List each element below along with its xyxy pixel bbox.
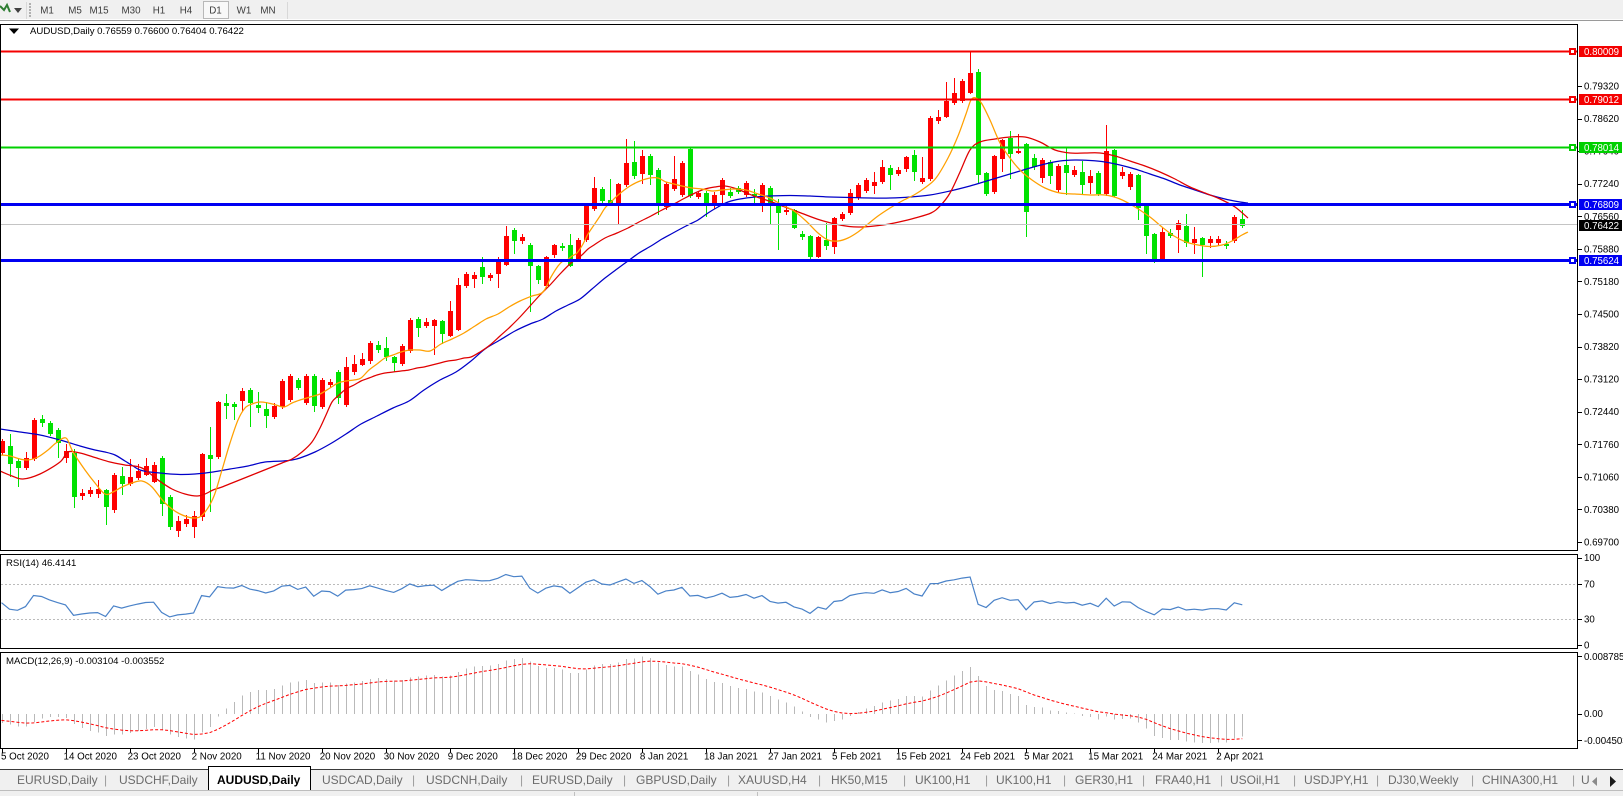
svg-text:GBPUSD,Daily: GBPUSD,Daily [636,773,717,787]
svg-text:EURUSD,Daily: EURUSD,Daily [17,773,98,787]
svg-text:DJ30,Weekly: DJ30,Weekly [1388,773,1458,787]
svg-text:0.008785: 0.008785 [1584,652,1623,663]
svg-text:100: 100 [1584,553,1601,564]
svg-text:|: | [1063,773,1066,787]
svg-text:UK100,H1: UK100,H1 [996,773,1052,787]
svg-text:|: | [1220,773,1223,787]
svg-text:18 Jan 2021: 18 Jan 2021 [704,752,758,763]
svg-text:20 Nov 2020: 20 Nov 2020 [320,752,376,763]
svg-text:USDCNH,Daily: USDCNH,Daily [426,773,507,787]
svg-text:70: 70 [1584,579,1595,590]
svg-text:0.00: 0.00 [1584,709,1603,720]
svg-text:8 Jan 2021: 8 Jan 2021 [640,752,688,763]
svg-text:|: | [1471,773,1474,787]
svg-text:|: | [520,773,523,787]
svg-text:24 Mar 2021: 24 Mar 2021 [1152,752,1207,763]
svg-text:0.73820: 0.73820 [1584,342,1620,353]
svg-text:|: | [104,773,107,787]
svg-text:0.74500: 0.74500 [1584,309,1620,320]
svg-text:MACD(12,26,9) -0.003104 -0.003: MACD(12,26,9) -0.003104 -0.003552 [6,656,164,667]
svg-text:|: | [727,773,730,787]
svg-text:2 Nov 2020: 2 Nov 2020 [192,752,243,763]
svg-text:0.78620: 0.78620 [1584,114,1620,125]
svg-text:0.76422: 0.76422 [1584,221,1619,232]
svg-text:USDCAD,Daily: USDCAD,Daily [322,773,403,787]
svg-text:0.80009: 0.80009 [1584,47,1619,58]
svg-text:-0.004503: -0.004503 [1584,736,1623,747]
svg-text:5 Mar 2021: 5 Mar 2021 [1024,752,1074,763]
svg-text:USOil,H1: USOil,H1 [1230,773,1280,787]
svg-text:0.71060: 0.71060 [1584,472,1620,483]
svg-text:|: | [1376,773,1379,787]
svg-text:M15: M15 [89,6,109,17]
svg-text:0.75880: 0.75880 [1584,244,1620,255]
svg-text:24 Feb 2021: 24 Feb 2021 [960,752,1015,763]
svg-text:FRA40,H1: FRA40,H1 [1155,773,1211,787]
svg-text:14 Oct 2020: 14 Oct 2020 [64,752,118,763]
svg-text:AUDUSD,Daily: AUDUSD,Daily [217,773,301,787]
svg-text:W1: W1 [237,6,252,17]
svg-text:|: | [1572,773,1575,787]
svg-text:UK100,H1: UK100,H1 [915,773,971,787]
svg-text:2 Apr 2021: 2 Apr 2021 [1216,752,1263,763]
svg-text:0.79012: 0.79012 [1584,95,1619,106]
svg-text:XAUUSD,H4: XAUUSD,H4 [738,773,807,787]
svg-text:15 Mar 2021: 15 Mar 2021 [1088,752,1143,763]
svg-text:30: 30 [1584,614,1595,625]
svg-text:H4: H4 [180,6,193,17]
svg-text:D1: D1 [209,6,222,17]
svg-text:30 Nov 2020: 30 Nov 2020 [384,752,440,763]
svg-text:U: U [1581,773,1590,787]
svg-text:0: 0 [1584,641,1590,652]
svg-text:CHINA300,H1: CHINA300,H1 [1482,773,1558,787]
svg-text:0.78014: 0.78014 [1584,143,1620,154]
svg-text:|: | [985,773,988,787]
svg-text:18 Dec 2020: 18 Dec 2020 [512,752,568,763]
svg-text:0.76560: 0.76560 [1584,212,1620,223]
svg-text:0.69700: 0.69700 [1584,537,1620,548]
svg-text:M1: M1 [40,6,54,17]
svg-text:|: | [1293,773,1296,787]
svg-text:USDCHF,Daily: USDCHF,Daily [119,773,198,787]
svg-text:9 Dec 2020: 9 Dec 2020 [448,752,499,763]
svg-text:0.75180: 0.75180 [1584,277,1620,288]
svg-text:5 Oct 2020: 5 Oct 2020 [1,752,49,763]
svg-text:|: | [412,773,415,787]
svg-text:0.76809: 0.76809 [1584,200,1619,211]
svg-text:|: | [903,773,906,787]
svg-text:M5: M5 [68,6,82,17]
svg-text:|: | [818,773,821,787]
svg-text:29 Dec 2020: 29 Dec 2020 [576,752,632,763]
svg-text:H1: H1 [153,6,166,17]
svg-text:AUDUSD,Daily 0.76559 0.76600: AUDUSD,Daily 0.76559 0.76600 0.76404 0.7… [30,26,244,37]
svg-text:HK50,M15: HK50,M15 [831,773,888,787]
svg-text:27 Jan 2021: 27 Jan 2021 [768,752,822,763]
svg-text:|: | [1142,773,1145,787]
svg-text:0.75624: 0.75624 [1584,256,1620,267]
svg-text:|: | [623,773,626,787]
svg-text:0.73120: 0.73120 [1584,375,1620,386]
svg-text:EURUSD,Daily: EURUSD,Daily [532,773,613,787]
svg-text:MN: MN [260,6,275,17]
svg-text:0.70380: 0.70380 [1584,505,1620,516]
svg-text:USDJPY,H1: USDJPY,H1 [1304,773,1369,787]
svg-text:5 Feb 2021: 5 Feb 2021 [832,752,882,763]
svg-text:GER30,H1: GER30,H1 [1075,773,1133,787]
svg-text:0.77240: 0.77240 [1584,179,1620,190]
svg-text:M30: M30 [121,6,141,17]
svg-text:15 Feb 2021: 15 Feb 2021 [896,752,951,763]
svg-text:0.71760: 0.71760 [1584,440,1620,451]
svg-text:23 Oct 2020: 23 Oct 2020 [128,752,182,763]
svg-text:RSI(14) 46.4141: RSI(14) 46.4141 [6,558,76,569]
svg-text:11 Nov 2020: 11 Nov 2020 [256,752,311,763]
svg-text:0.72440: 0.72440 [1584,407,1620,418]
svg-text:0.79320: 0.79320 [1584,82,1620,93]
